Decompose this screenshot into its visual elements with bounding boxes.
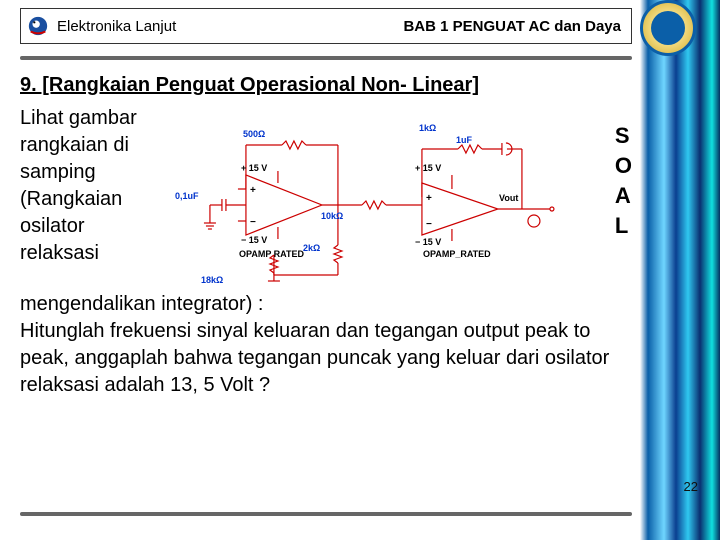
vminus2: − 15 V <box>415 237 441 247</box>
header-left: Elektronika Lanjut <box>21 15 403 37</box>
page-number: 22 <box>684 479 698 494</box>
left-line: osilator <box>20 213 145 240</box>
c-01u-label: 0,1uF <box>175 191 199 201</box>
left-line: (Rangkaian <box>20 186 145 213</box>
footer-underline <box>20 512 632 516</box>
decorative-stripe <box>640 0 720 540</box>
course-title: Elektronika Lanjut <box>57 18 176 35</box>
badge-inner <box>651 11 685 45</box>
soal-letter: L <box>615 213 632 239</box>
left-line: rangkaian di <box>20 132 145 159</box>
bottom-paragraph: mengendalikan integrator) : Hitunglah fr… <box>20 291 632 399</box>
left-line: samping <box>20 159 145 186</box>
vplus1: + 15 V <box>241 163 267 173</box>
chapter-title: BAB 1 PENGUAT AC dan Daya <box>403 18 631 35</box>
institution-badge <box>640 0 696 56</box>
r-2k-label: 2kΩ <box>303 243 320 253</box>
vout-label: Vout <box>499 193 518 203</box>
left-line: relaksasi <box>20 240 145 267</box>
svg-text:−: − <box>426 219 432 230</box>
app-logo-icon <box>27 15 49 37</box>
circuit-wrap: + − + − 500Ω 1kΩ 1uF 10kΩ 2kΩ 18kΩ 0,1uF… <box>161 105 632 285</box>
r-18k-label: 18kΩ <box>201 275 223 285</box>
circuit-diagram: + − + − 500Ω 1kΩ 1uF 10kΩ 2kΩ 18kΩ 0,1uF… <box>161 105 603 285</box>
vplus2: + 15 V <box>415 163 441 173</box>
soal-letter: A <box>615 183 632 209</box>
left-text-column: Lihat gambar rangkaian di samping (Rangk… <box>20 105 145 267</box>
slide-header: Elektronika Lanjut BAB 1 PENGUAT AC dan … <box>20 8 632 44</box>
r-1k-label: 1kΩ <box>419 123 436 133</box>
body-row: Lihat gambar rangkaian di samping (Rangk… <box>20 105 632 285</box>
soal-letter: S <box>615 123 632 149</box>
r-500-label: 500Ω <box>243 129 265 139</box>
c-1u-label: 1uF <box>456 135 472 145</box>
svg-text:+: + <box>250 185 256 196</box>
left-line: Lihat gambar <box>20 105 145 132</box>
soal-letter: O <box>615 153 632 179</box>
r-10k-label: 10kΩ <box>321 211 343 221</box>
soal-letters: S O A L <box>615 105 632 239</box>
svg-text:+: + <box>426 193 432 204</box>
op1-label: OPAMP RATED <box>239 249 304 259</box>
section-heading: 9. [Rangkaian Penguat Operasional Non- L… <box>20 74 632 97</box>
svg-text:−: − <box>250 217 256 228</box>
vminus1: − 15 V <box>241 235 267 245</box>
slide-content: 9. [Rangkaian Penguat Operasional Non- L… <box>20 74 632 399</box>
header-underline <box>20 56 632 60</box>
op2-label: OPAMP_RATED <box>423 249 491 259</box>
